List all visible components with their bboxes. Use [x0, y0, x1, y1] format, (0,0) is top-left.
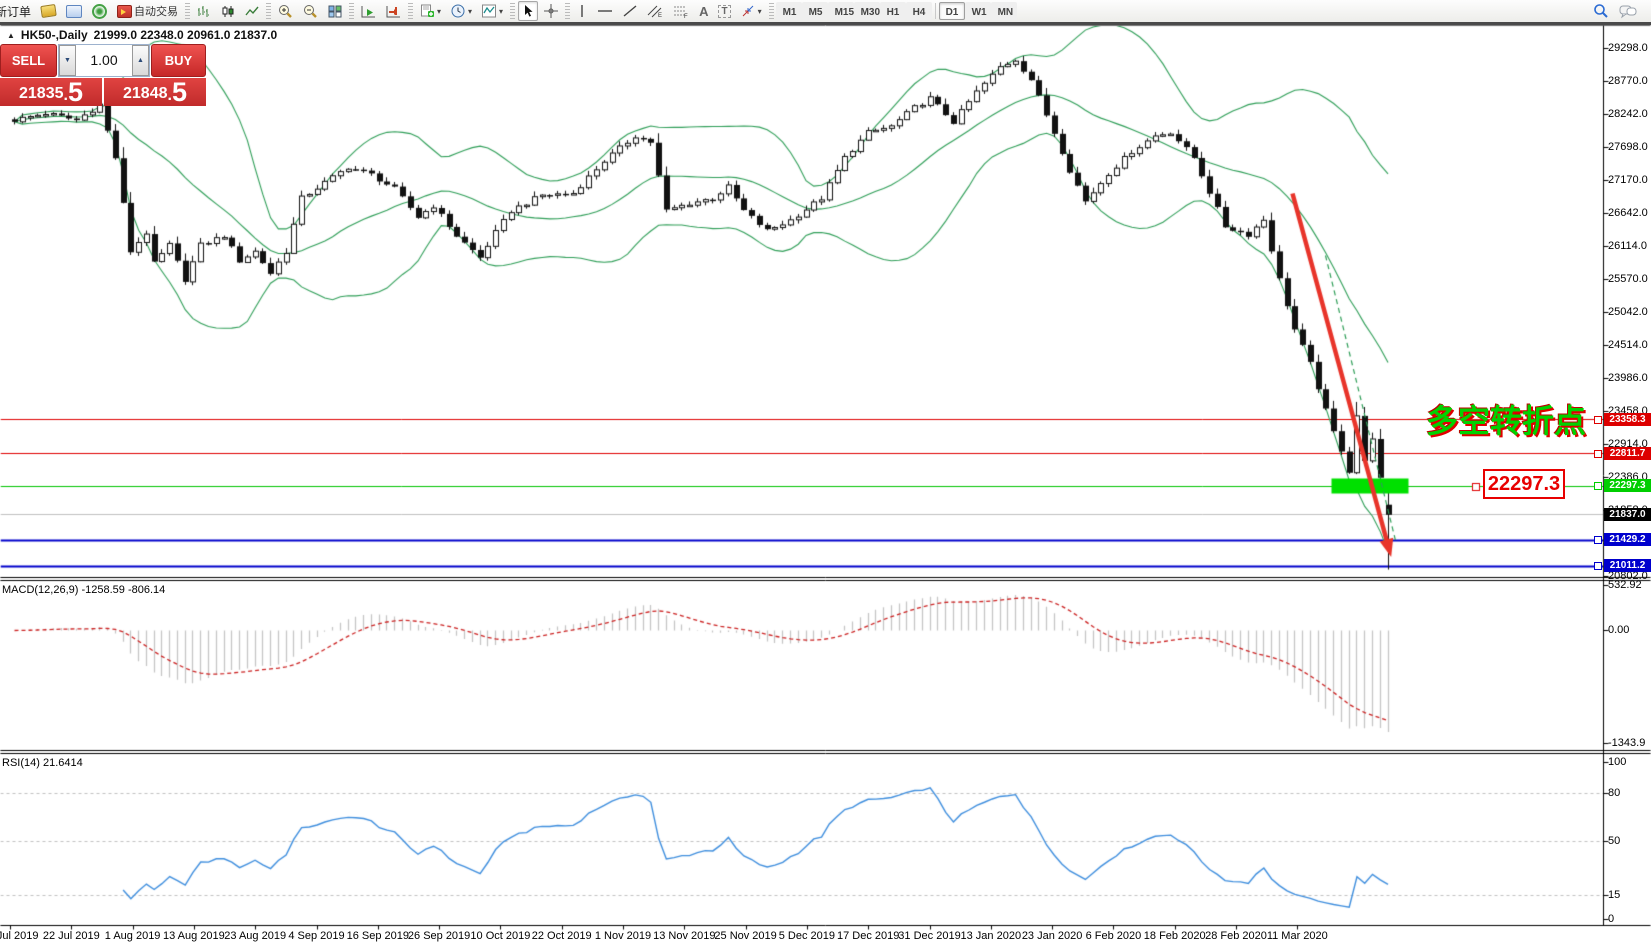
volume-decrease-button[interactable]: ▼	[59, 45, 76, 76]
toolbar-group-separator	[768, 3, 774, 19]
arrows-icon	[741, 4, 755, 18]
terminal-window-button[interactable]	[62, 1, 86, 21]
buy-button[interactable]: BUY	[151, 44, 206, 77]
volume-increase-button[interactable]: ▲	[132, 45, 149, 76]
timeframe-m5-button[interactable]: M5	[801, 2, 828, 20]
chat-button[interactable]	[1615, 1, 1641, 21]
text-label-button[interactable]: T	[714, 1, 734, 21]
toolbar-separator	[0, 22, 1651, 25]
arrows-button[interactable]: ▾	[737, 1, 766, 21]
autotrade-button[interactable]: 自动交易	[113, 1, 182, 21]
volume-stepper: ▼ 1.00 ▲	[58, 44, 150, 77]
zoom-out-button[interactable]	[299, 1, 322, 21]
zoom-in-button[interactable]	[274, 1, 297, 21]
toolbar-group-separator	[349, 3, 355, 19]
text-label-icon: T	[718, 5, 731, 18]
history-icon	[40, 4, 57, 18]
toolbar-group-separator	[185, 3, 191, 19]
sell-price-display[interactable]: 21835. 5	[0, 78, 102, 106]
trendline-icon	[623, 4, 637, 18]
search-button[interactable]	[1589, 1, 1613, 21]
toolbar: 新订单 自动交易 ▾ ▾ ▾ E F A T ▾ M1 M5 M15 M30 H1 H4 D1 W1 MN	[0, 0, 1651, 22]
ohlc-values: 21999.0 22348.0 20961.0 21837.0	[93, 28, 278, 42]
periods-button[interactable]: ▾	[447, 1, 476, 21]
vertical-line-icon	[577, 4, 587, 18]
timeframe-m15-button[interactable]: M15	[827, 2, 854, 20]
signals-button[interactable]	[88, 1, 111, 21]
candlestick-chart-button[interactable]	[217, 1, 239, 21]
tile-windows-button[interactable]	[324, 1, 346, 21]
svg-text:F: F	[684, 14, 688, 18]
timeframe-w1-button[interactable]: W1	[964, 2, 991, 20]
channel-icon: E	[647, 4, 663, 18]
one-click-trading-panel: SELL ▼ 1.00 ▲ BUY 21835. 5 21848. 5	[0, 44, 206, 106]
chart-title: ▲ HK50-,Daily 21999.0 22348.0 20961.0 21…	[7, 28, 277, 42]
sell-button[interactable]: SELL	[0, 44, 57, 77]
chevron-down-icon: ▾	[437, 6, 442, 16]
timeframe-h4-button[interactable]: H4	[905, 2, 932, 20]
chart-shift-button[interactable]	[382, 1, 405, 21]
timeframe-h1-button[interactable]: H1	[879, 2, 906, 20]
auto-scroll-button[interactable]	[357, 1, 380, 21]
toolbar-separator	[934, 3, 936, 19]
auto-scroll-icon	[361, 5, 376, 18]
timeframe-mn-button[interactable]: MN	[990, 2, 1017, 20]
indicators-button[interactable]: ▾	[478, 1, 507, 21]
template-icon	[420, 4, 435, 18]
fibonacci-icon: F	[673, 4, 689, 18]
panel-collapse-icon[interactable]: ▲	[7, 30, 15, 40]
symbol-period-label: HK50-,Daily	[20, 28, 88, 42]
line-chart-button[interactable]	[241, 1, 263, 21]
line-chart-icon	[245, 5, 259, 18]
cursor-icon	[522, 4, 534, 18]
volume-value[interactable]: 1.00	[90, 52, 118, 68]
toolbar-group-separator	[565, 3, 571, 19]
toolbar-group-separator	[510, 3, 516, 19]
history-center-button[interactable]	[37, 1, 60, 21]
horizontal-line-button[interactable]	[593, 1, 617, 21]
bar-chart-button[interactable]	[193, 1, 215, 21]
timeframe-d1-button[interactable]: D1	[938, 2, 965, 20]
tile-windows-icon	[328, 5, 342, 18]
horizontal-line-icon	[597, 4, 613, 18]
chat-icon	[1619, 4, 1637, 19]
cursor-button[interactable]	[518, 1, 539, 21]
chevron-down-icon: ▾	[468, 6, 473, 16]
price-callout-box[interactable]: 22297.3	[1483, 469, 1565, 499]
chevron-down-icon: ▾	[499, 6, 504, 16]
zoom-out-icon	[303, 4, 318, 19]
autotrade-icon	[117, 4, 133, 18]
channel-button[interactable]: E	[643, 1, 667, 21]
toolbar-group-separator	[408, 3, 414, 19]
indicators-icon	[482, 4, 497, 18]
new-order-button[interactable]: 新订单	[0, 1, 35, 21]
search-icon	[1593, 3, 1609, 19]
chevron-down-icon: ▾	[757, 6, 762, 16]
candlestick-chart-icon	[221, 5, 235, 18]
svg-text:E: E	[658, 13, 662, 18]
signals-icon	[92, 3, 108, 19]
vertical-line-button[interactable]	[573, 1, 591, 21]
trendline-button[interactable]	[619, 1, 641, 21]
terminal-icon	[66, 4, 83, 18]
fibonacci-button[interactable]: F	[669, 1, 693, 21]
buy-price-display[interactable]: 21848. 5	[104, 78, 206, 106]
zoom-in-icon	[278, 4, 293, 19]
templates-button[interactable]: ▾	[416, 1, 445, 21]
toolbar-group-separator	[266, 3, 272, 19]
crosshair-button[interactable]	[540, 1, 562, 21]
timeframe-m1-button[interactable]: M1	[775, 2, 802, 20]
autotrade-button-label: 自动交易	[134, 6, 179, 18]
bar-chart-icon	[197, 5, 211, 18]
text-icon: A	[699, 3, 709, 19]
clock-icon	[451, 4, 465, 18]
crosshair-icon	[544, 4, 559, 18]
timeframe-m30-button[interactable]: M30	[853, 2, 880, 20]
chart-shift-icon	[386, 5, 401, 18]
text-button[interactable]: A	[695, 1, 712, 21]
new-order-button-label: 新订单	[0, 4, 32, 19]
